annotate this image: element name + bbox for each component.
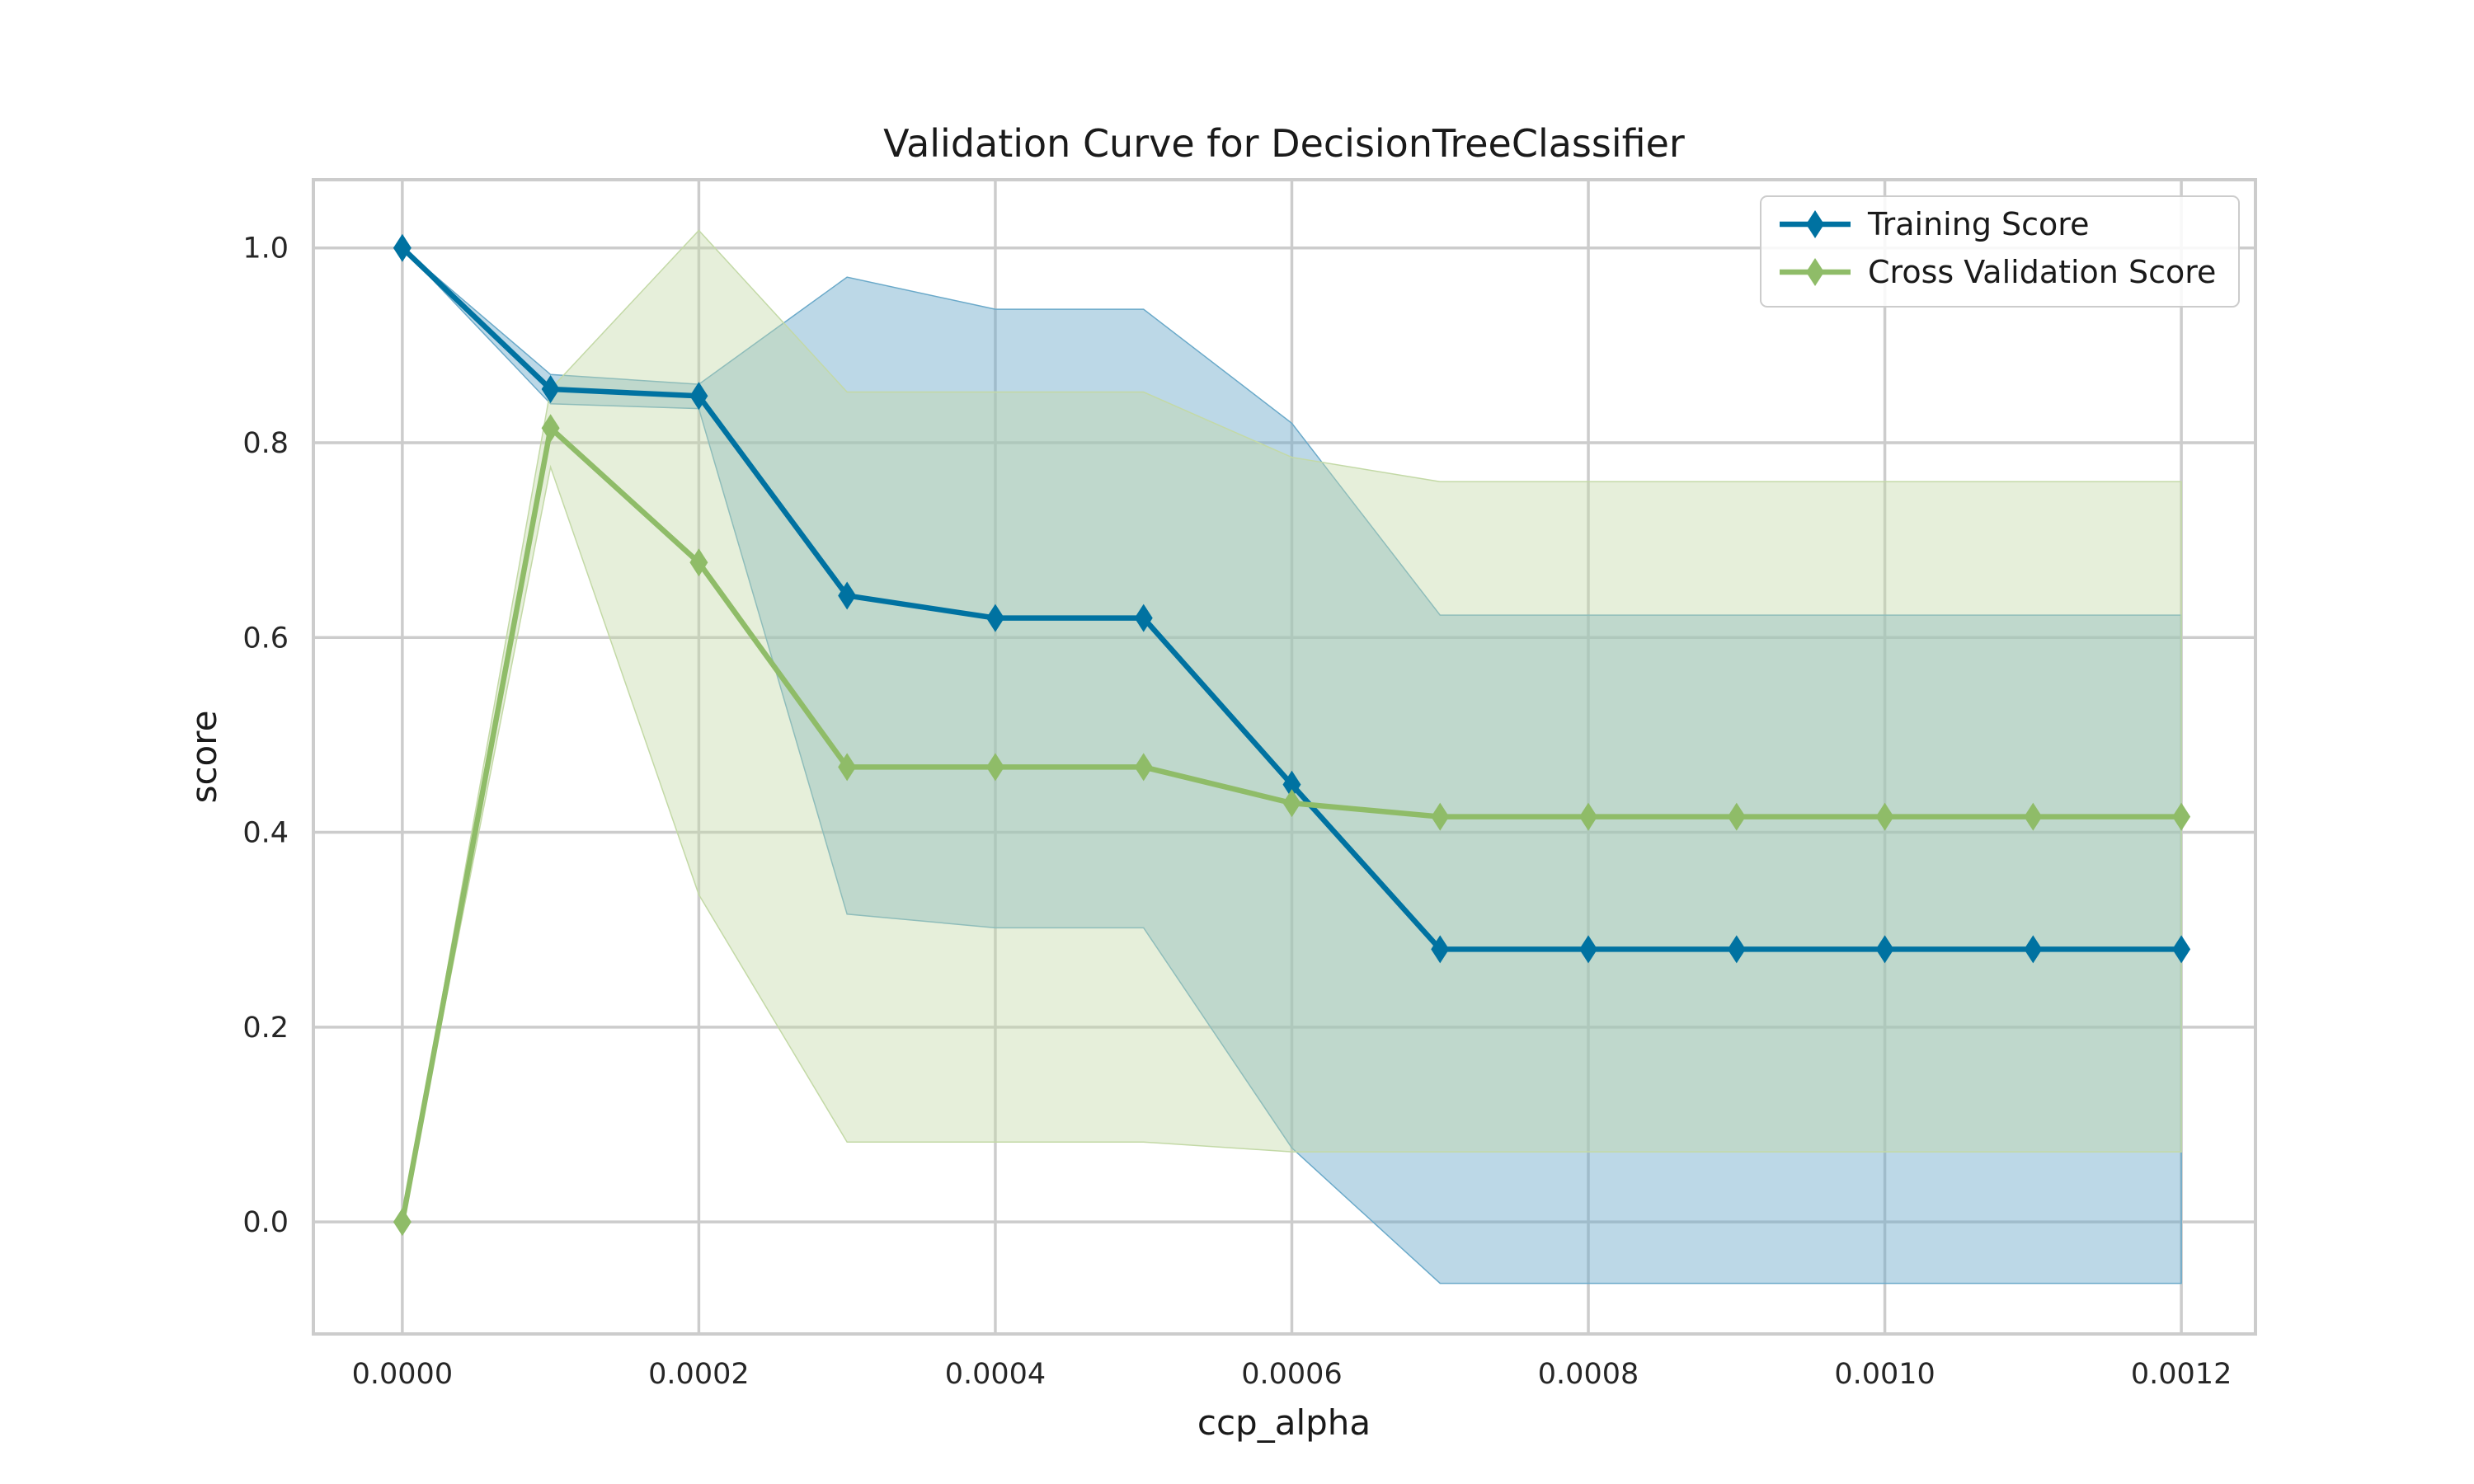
x-tick-label: 0.0006 [1241,1358,1342,1391]
y-tick-label: 1.0 [242,232,289,265]
data-point [2172,935,2191,964]
data-point [985,753,1004,782]
data-point [1875,935,1894,964]
data-point [1727,935,1746,964]
chart-title: Validation Curve for DecisionTreeClassif… [883,121,1685,166]
data-point [838,581,857,610]
data-point [1875,802,1894,831]
y-tick-label: 0.4 [242,817,289,850]
data-point [2024,802,2043,831]
legend-label: Cross Validation Score [1868,254,2216,290]
y-tick-labels: 0.0 0.2 0.4 0.6 0.8 1.0 [242,232,289,1239]
data-point [393,233,412,262]
data-point [1727,802,1746,831]
marker-layer [393,233,2191,1237]
x-tick-label: 0.0002 [648,1358,749,1391]
legend-marker [1806,258,1824,286]
y-tick-label: 0.8 [242,427,289,460]
plot-background [313,180,2255,1334]
legend-items: Training Score Cross Validation Score [1780,206,2216,290]
x-axis-label: ccp_alpha [1197,1402,1371,1443]
x-tick-labels: 0.0000 0.0002 0.0004 0.0006 0.0008 0.0010 0.00… [352,1358,2232,1391]
y-tick-label: 0.2 [242,1012,289,1045]
data-point [1282,770,1301,799]
y-tick-label: 0.0 [242,1206,289,1239]
x-tick-label: 0.0010 [1834,1358,1935,1391]
data-point [689,382,708,411]
x-tick-label: 0.0008 [1538,1358,1639,1391]
data-point [2024,935,2043,964]
data-point [1431,802,1450,831]
legend-label: Training Score [1867,206,2089,242]
x-tick-label: 0.0012 [2131,1358,2232,1391]
legend: Training Score Cross Validation Score [1760,195,2240,308]
data-point [689,548,708,577]
data-point [1431,935,1450,964]
data-point [1579,802,1598,831]
data-point [541,414,560,443]
data-point [2172,802,2191,831]
data-point [1134,753,1153,782]
data-point [1282,789,1301,818]
legend-marker [1806,210,1824,238]
x-tick-label: 0.0000 [352,1358,453,1391]
data-point [393,1208,412,1237]
data-point [541,375,560,404]
y-axis-label: score [184,711,224,804]
x-tick-label: 0.0004 [945,1358,1046,1391]
plot-frame [312,178,2257,1336]
legend-box [1760,195,2240,308]
data-point [985,603,1004,632]
y-tick-label: 0.6 [242,622,289,655]
data-point [1134,603,1153,632]
data-point [1579,935,1598,964]
data-point [838,753,857,782]
